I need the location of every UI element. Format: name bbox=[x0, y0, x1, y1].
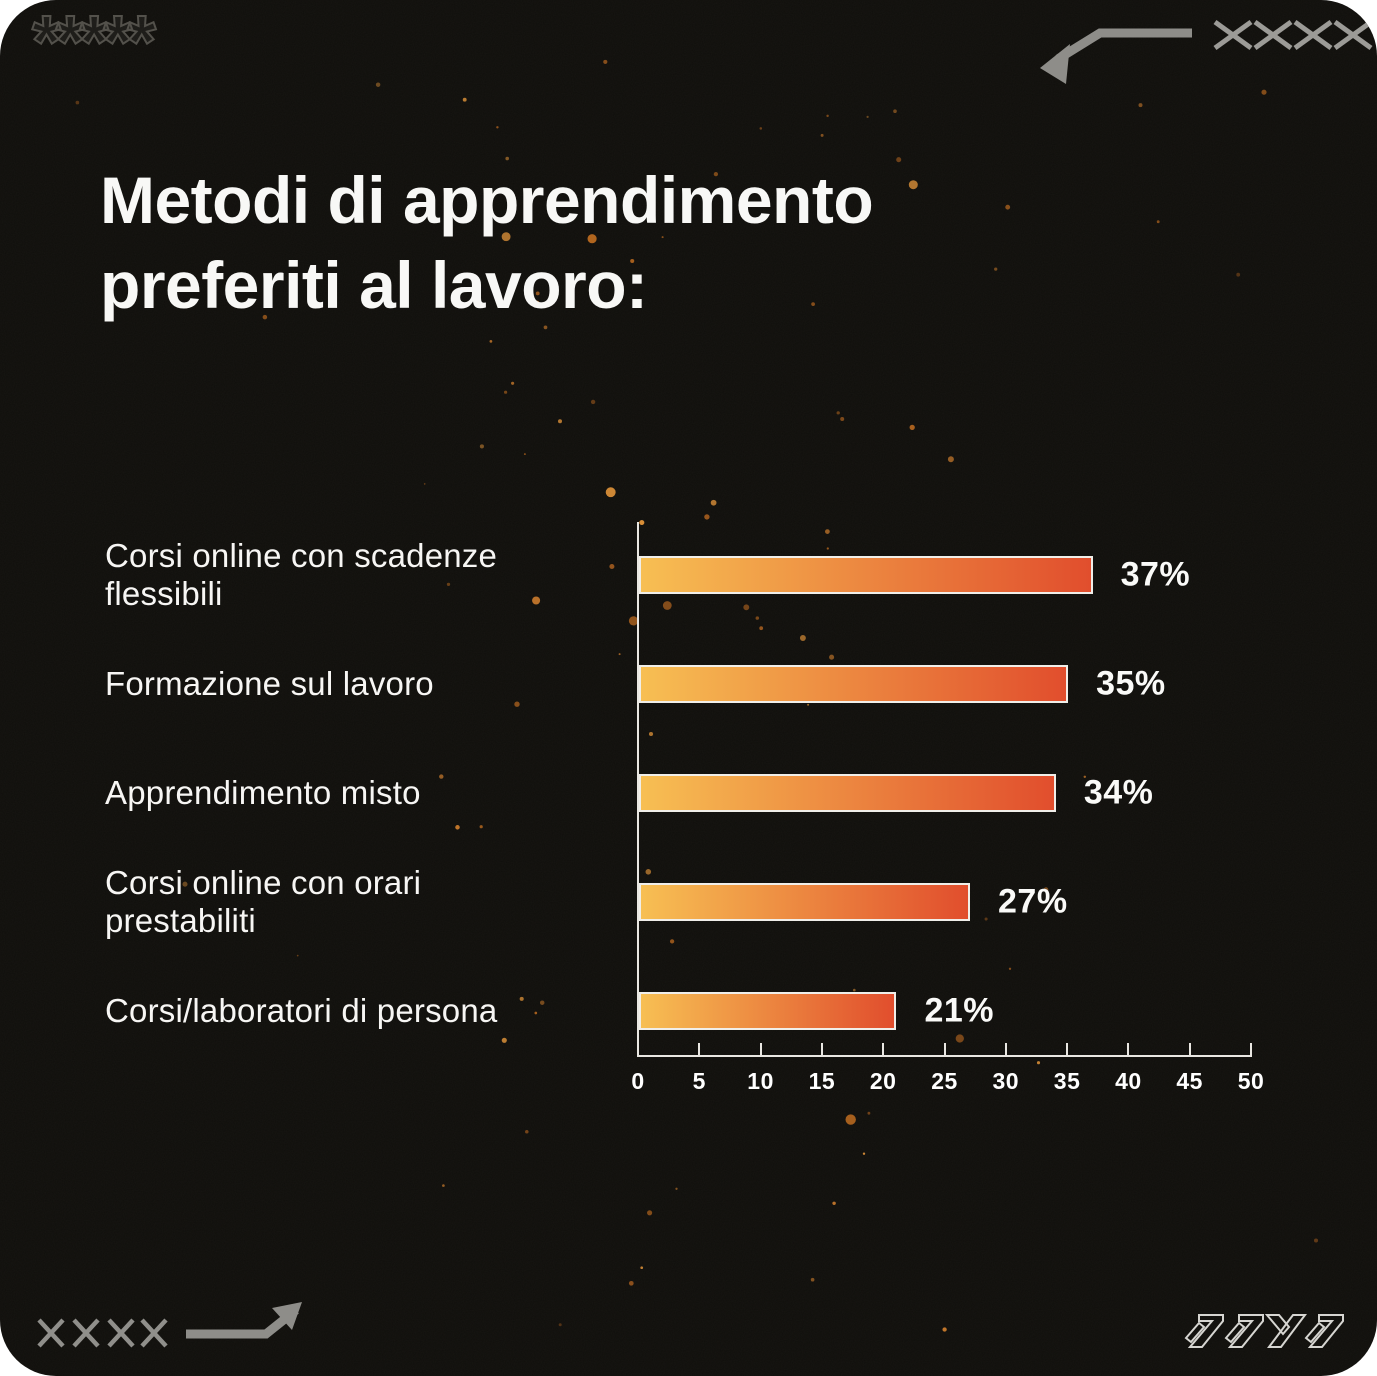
category-label: Corsi online con scadenze flessibili bbox=[105, 537, 498, 612]
bar-value-label: 34% bbox=[1083, 773, 1154, 812]
bar-2 bbox=[639, 665, 1069, 703]
category-label: Apprendimento misto bbox=[105, 774, 421, 811]
arrow-up-right-icon bbox=[186, 1302, 302, 1339]
return-arrow-icon bbox=[1040, 28, 1192, 84]
title-line-1: Metodi di apprendimento bbox=[100, 163, 874, 237]
x-axis-tick-label: 20 bbox=[869, 1068, 897, 1094]
x-axis-tick bbox=[882, 1043, 885, 1055]
x-axis-tick-label: 35 bbox=[1053, 1068, 1081, 1094]
x-axis-tick-label: 50 bbox=[1237, 1068, 1265, 1094]
x-axis-tick-label: 15 bbox=[808, 1068, 836, 1094]
x-axis-tick bbox=[698, 1043, 701, 1055]
asterisks-icon: ***** bbox=[31, 0, 157, 83]
bar-4 bbox=[639, 883, 971, 921]
bar-3 bbox=[639, 774, 1056, 812]
x-axis-tick-label: 0 bbox=[631, 1068, 645, 1094]
category-label: Corsi online con orari prestabiliti bbox=[105, 864, 422, 939]
bar-1 bbox=[639, 556, 1093, 594]
x-axis-tick-label: 5 bbox=[692, 1068, 706, 1094]
x-axis-line bbox=[637, 1055, 1252, 1057]
x-axis-tick bbox=[759, 1043, 762, 1055]
x-axis-tick bbox=[1127, 1043, 1130, 1055]
x-axis-tick-label: 40 bbox=[1115, 1068, 1142, 1094]
x-marks-bottom-left-icon bbox=[37, 1318, 168, 1348]
category-label: Corsi/laboratori di persona bbox=[105, 992, 498, 1029]
bar-value-label: 37% bbox=[1120, 555, 1191, 594]
x-axis-tick bbox=[1004, 1043, 1007, 1055]
x-axis-tick-label: 30 bbox=[992, 1068, 1020, 1094]
page-title: Metodi di apprendimento preferiti al lavo… bbox=[100, 158, 874, 328]
x-axis-tick-label: 10 bbox=[747, 1068, 774, 1094]
bar-value-label: 27% bbox=[998, 882, 1068, 921]
category-label: Formazione sul lavoro bbox=[105, 665, 434, 702]
paint-speckles bbox=[75, 59, 1319, 1332]
x-axis-tick-label: 25 bbox=[931, 1068, 958, 1094]
bar-value-label: 35% bbox=[1096, 664, 1166, 703]
x-axis-tick bbox=[1188, 1043, 1191, 1055]
x-axis-tick-label: 45 bbox=[1176, 1068, 1203, 1094]
x-axis-tick bbox=[820, 1043, 823, 1055]
x-axis-tick bbox=[943, 1043, 946, 1055]
bar-5 bbox=[639, 992, 897, 1030]
x-marks-top-right-icon bbox=[1213, 19, 1373, 51]
x-axis-tick bbox=[637, 1043, 639, 1055]
x-axis-tick bbox=[1250, 1043, 1252, 1055]
bar-value-label: 21% bbox=[924, 991, 995, 1030]
title-line-2: preferiti al lavoro: bbox=[100, 248, 648, 322]
x-axis-tick bbox=[1066, 1043, 1069, 1055]
y-axis-line bbox=[637, 522, 639, 1057]
